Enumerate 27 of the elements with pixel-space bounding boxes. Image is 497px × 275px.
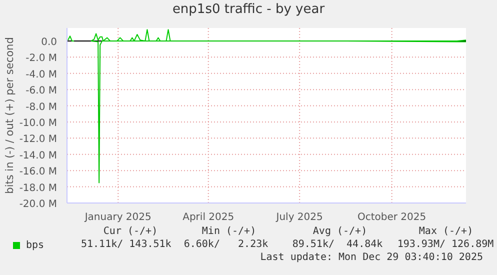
y-tick-label: -8.0 M bbox=[26, 102, 57, 113]
y-tick-label: -18.0 M bbox=[19, 182, 57, 194]
text: 193.93M/ 126.89M bbox=[396, 239, 495, 252]
text: Avg (-/+) bbox=[312, 226, 368, 239]
legend-label: bps bbox=[26, 240, 44, 251]
x-tick-label: July 2025 bbox=[275, 212, 323, 223]
text: Last update: Mon Dec 29 03:40:10 2025 bbox=[259, 252, 484, 265]
chart-title: enp1s0 traffic - by year bbox=[171, 2, 326, 17]
y-tick-label: -14.0 M bbox=[19, 150, 57, 162]
y-tick-label: -2.0 M bbox=[26, 53, 57, 64]
text: 6.60k/ 2.23k bbox=[182, 239, 270, 252]
y-axis-title: bits in (-) / out (+) per second bbox=[4, 37, 16, 194]
x-tick-label: October 2025 bbox=[357, 212, 426, 223]
y-tick-label: 0.0 bbox=[41, 36, 57, 48]
y-tick-label: -4.0 M bbox=[26, 69, 57, 80]
text: 51.11k/ 143.51k bbox=[81, 239, 172, 252]
y-tick-label: -20.0 M bbox=[19, 199, 57, 210]
text: 89.51k/ 44.84k bbox=[291, 239, 384, 252]
y-tick-label: -16.0 M bbox=[19, 166, 57, 178]
y-tick-label: -12.0 M bbox=[19, 134, 57, 146]
x-tick-label: January 2025 bbox=[84, 212, 152, 223]
text: Min (-/+) bbox=[200, 226, 258, 239]
x-tick-label: April 2025 bbox=[182, 212, 234, 223]
text: Cur (-/+) bbox=[102, 226, 159, 239]
text: Max (-/+) bbox=[418, 226, 474, 239]
y-tick-label: -6.0 M bbox=[26, 86, 57, 97]
y-tick-label: -10.0 M bbox=[19, 118, 57, 129]
